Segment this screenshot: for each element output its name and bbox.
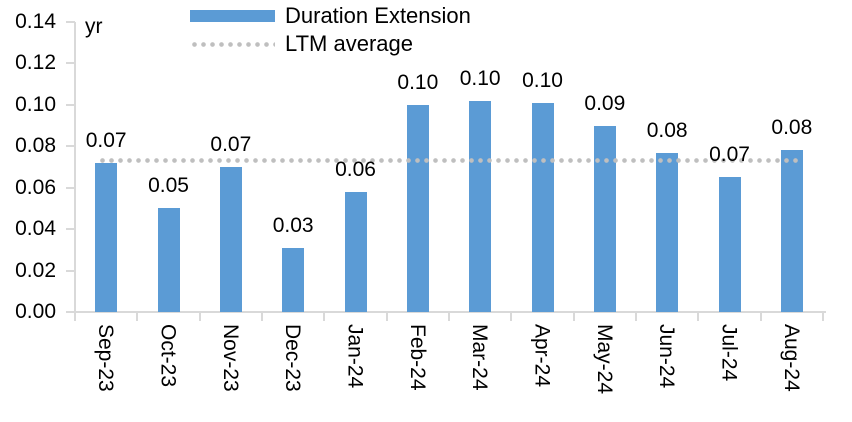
x-axis-tick-mark [822,313,824,321]
y-axis-tick-mark [66,62,75,65]
x-axis-category-label-aug-24: Aug-24 [779,324,803,392]
y-axis-tick-mark [66,228,75,231]
bar-jun-24 [656,153,679,312]
legend-label-ltm-average: LTM average [285,31,413,56]
x-axis-category-label-mar-24: Mar-24 [468,324,492,391]
y-axis-line [74,22,76,312]
y-axis-tick-label: 0.10 [15,92,56,116]
bar-data-label-feb-24: 0.10 [397,71,439,94]
x-axis-tick-mark [323,313,326,321]
y-axis-tick-mark [66,103,75,106]
x-axis-category-label-nov-23: Nov-23 [218,324,242,392]
x-axis-tick-mark [198,313,201,321]
y-axis-tick-label: 0.14 [15,10,56,33]
y-axis-tick-label: 0.02 [15,258,56,282]
x-axis-tick-mark [697,313,700,321]
x-axis-category-label-sep-23: Sep-23 [94,324,118,392]
bar-sep-23 [95,163,118,312]
bar-data-label-may-24: 0.09 [584,92,626,115]
y-axis-tick-mark [66,145,75,148]
x-axis-line [66,311,826,313]
bar-apr-24 [531,103,554,312]
bar-aug-24 [780,150,803,312]
x-axis-tick-mark [510,313,513,321]
x-axis-category-label-jul-24: Jul-24 [717,324,741,382]
y-axis-tick-label: 0.04 [15,217,56,241]
bar-data-label-sep-23: 0.07 [85,129,127,152]
x-axis-category-label-feb-24: Feb-24 [405,324,429,391]
bar-jan-24 [344,192,367,312]
bar-data-label-dec-23: 0.03 [272,214,314,237]
legend-item-ltm-average: LTM average [190,30,471,58]
bar-nov-23 [219,167,242,312]
y-axis-unit-label: yr [85,15,103,38]
bar-data-label-aug-24: 0.08 [771,116,813,139]
bar-data-label-mar-24: 0.10 [459,67,501,90]
legend-swatch-slot [190,10,275,22]
y-axis-tick-mark [66,186,75,189]
x-axis-tick-mark [448,313,450,321]
x-axis-category-label-dec-23: Dec-23 [281,324,305,392]
x-axis-category-label-jan-24: Jan-24 [343,324,367,389]
bar-jul-24 [718,177,741,312]
x-axis-category-label-oct-23: Oct-23 [156,324,180,388]
bar-feb-24 [406,105,429,312]
y-axis-tick-mark [66,311,75,313]
x-axis-category-label-jun-24: Jun-24 [655,324,679,389]
bar-data-label-oct-23: 0.05 [148,174,189,197]
legend: Duration Extension LTM average [190,2,471,58]
y-axis-tick-label: 0.08 [15,134,56,158]
bar-data-label-jul-24: 0.07 [709,143,750,166]
bar-oct-23 [157,208,180,312]
y-axis-tick-label: 0.00 [15,300,56,323]
ltm-average-line [98,157,800,163]
x-axis-tick-mark [74,313,76,321]
y-axis-tick-mark [66,21,75,23]
x-axis-tick-mark [385,313,388,321]
y-axis-tick-label: 0.12 [15,51,56,75]
x-axis-tick-mark [136,313,139,321]
x-axis-tick-mark [759,313,762,321]
x-axis-category-label-apr-24: Apr-24 [530,324,554,388]
bar-data-label-apr-24: 0.10 [522,69,563,92]
bar-may-24 [593,126,616,312]
bar-mar-24 [469,101,492,312]
bar-dec-23 [282,248,305,312]
legend-swatch-slot [190,41,275,47]
x-axis-tick-mark [635,313,637,321]
legend-item-duration-extension: Duration Extension [190,2,471,30]
bar-data-label-jun-24: 0.08 [646,119,688,142]
x-axis-tick-mark [572,313,575,321]
bar-data-label-jan-24: 0.06 [335,158,376,181]
y-axis-tick-mark [66,269,75,272]
bar-data-label-nov-23: 0.07 [210,133,252,156]
x-axis-category-label-may-24: May-24 [592,324,616,395]
x-axis-tick-mark [261,313,263,321]
legend-dotted-line-swatch-icon [190,41,275,47]
legend-label-duration-extension: Duration Extension [285,3,471,28]
legend-bar-swatch-icon [190,10,275,22]
y-axis-tick-label: 0.06 [15,175,56,199]
